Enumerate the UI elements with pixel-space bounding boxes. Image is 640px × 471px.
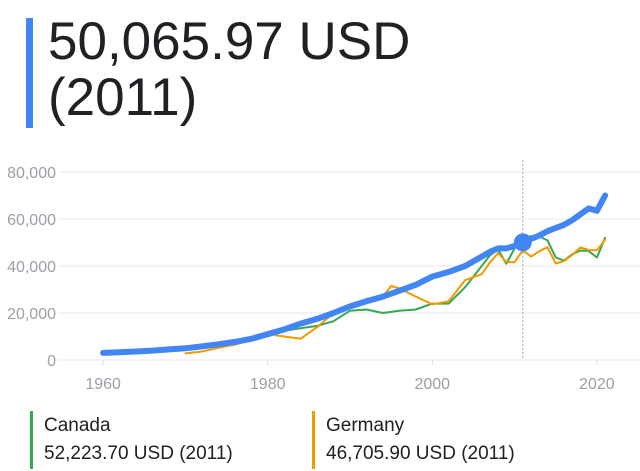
headline-accent-bar: [26, 18, 33, 128]
marker-dot: [513, 233, 532, 252]
legend-label-germany: Germany: [326, 415, 405, 436]
headline: 50,065.97 USD (2011): [26, 14, 626, 130]
legend-item-germany[interactable]: Germany 46,705.90 USD (2011): [312, 403, 612, 469]
legend-label-canada: Canada: [44, 415, 111, 436]
y-tick-label: 40,000: [7, 259, 56, 276]
legend-item-canada[interactable]: Canada 52,223.70 USD (2011): [30, 403, 290, 469]
legend-value-canada: 52,223.70 USD (2011): [44, 443, 233, 464]
y-tick-label: 20,000: [7, 306, 56, 323]
x-tick-label: 2020: [579, 376, 615, 390]
headline-value: 50,065.97 USD: [48, 12, 411, 71]
series-line-germany: [184, 238, 607, 355]
y-tick-label: 80,000: [7, 165, 56, 182]
x-tick-label: 1960: [85, 376, 121, 390]
headline-text: 50,065.97 USD (2011): [48, 14, 618, 126]
x-tick-label: 2000: [414, 376, 450, 390]
series-line-main: [100, 192, 609, 356]
line-chart[interactable]: 0 20,000 40,000 60,000 80,000 1960 1980 2000 202…: [0, 150, 640, 390]
y-tick-label: 60,000: [7, 212, 56, 229]
x-tick-label: 1980: [250, 376, 286, 390]
legend-value-germany: 46,705.90 USD (2011): [326, 443, 515, 464]
y-tick-label: 0: [47, 353, 56, 370]
legend-swatch-germany: [312, 411, 315, 469]
headline-year: (2011): [48, 68, 198, 127]
legend-swatch-canada: [30, 411, 33, 469]
